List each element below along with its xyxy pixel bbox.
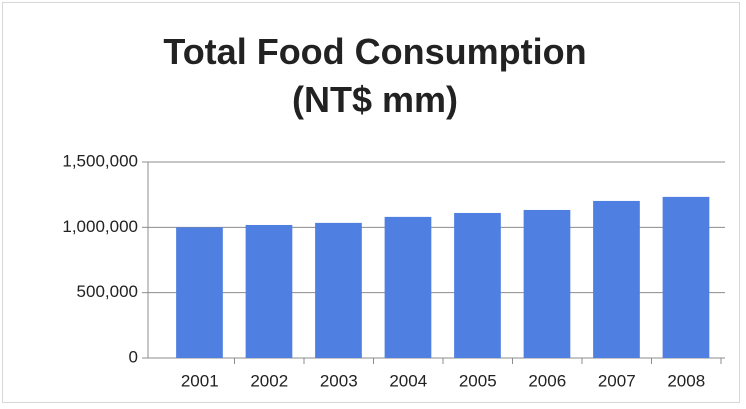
bar — [662, 196, 710, 358]
bar — [454, 212, 501, 358]
bar — [384, 216, 432, 358]
x-tick-label: 2006 — [528, 371, 566, 390]
x-tick-label: 2007 — [598, 371, 636, 390]
chart-frame — [2, 2, 740, 403]
y-tick-label: 1,500,000 — [62, 151, 138, 170]
x-tick-label: 2008 — [667, 371, 705, 390]
y-tick-label: 1,000,000 — [62, 217, 138, 236]
x-tick-label: 2003 — [320, 371, 358, 390]
bar — [523, 209, 571, 358]
bar — [176, 227, 223, 358]
x-tick-label: 2004 — [389, 371, 427, 390]
y-tick-label: 0 — [129, 347, 138, 366]
y-tick-label: 500,000 — [77, 282, 138, 301]
bar — [315, 222, 362, 358]
x-tick-label: 2001 — [181, 371, 219, 390]
x-tick-label: 2005 — [459, 371, 497, 390]
chart-title: Total Food Consumption (NT$ mm) — [163, 31, 587, 120]
x-tick-label: 2002 — [250, 371, 288, 390]
bar — [245, 224, 293, 358]
bar — [593, 200, 640, 358]
